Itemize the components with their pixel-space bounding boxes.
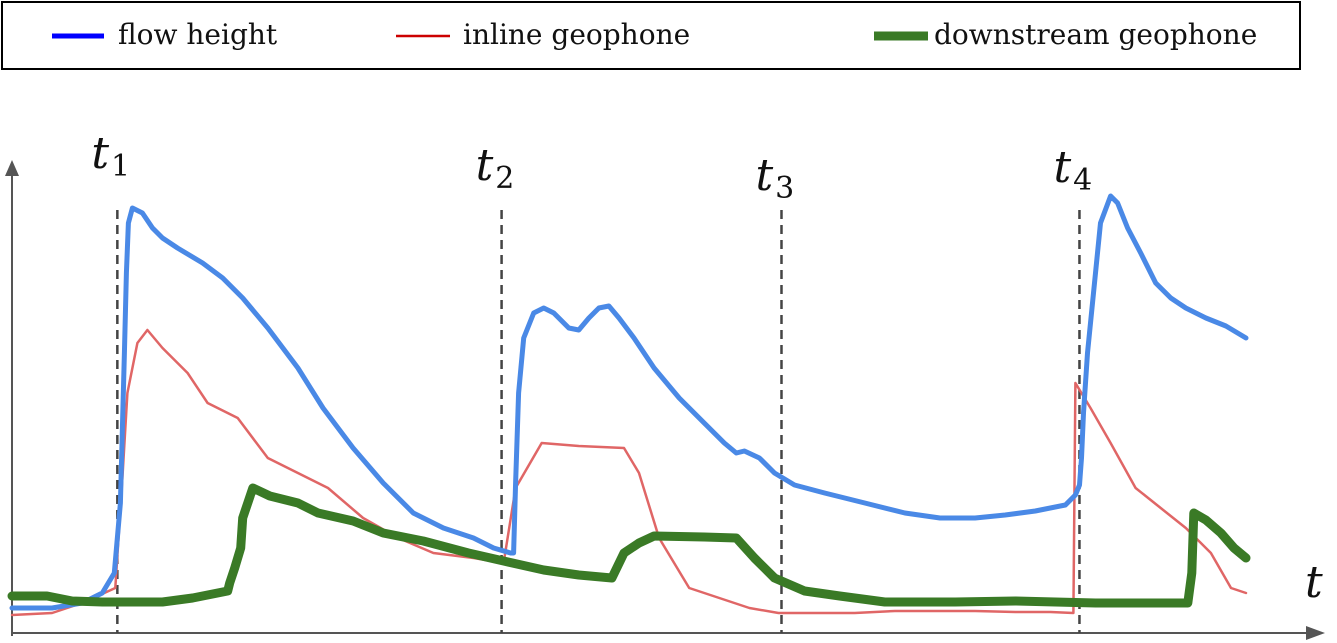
x-axis-arrow [1306,626,1325,640]
marker-label-t3: t3 [755,150,794,206]
y-axis-arrow [5,160,19,176]
marker-label-t1: t1 [91,128,130,184]
axes: t [5,160,1325,640]
series-layer [7,193,1251,617]
x-axis-label: t [1305,557,1323,608]
legend-label-flow-height: flow height [118,18,278,51]
series-inline-geophone [10,328,1248,617]
marker-label-t4: t4 [1053,142,1092,198]
legend-label-inline-geophone: inline geophone [463,18,690,51]
series-flow-height [9,193,1249,611]
series-downstream-geophone [7,483,1251,608]
legend-label-downstream-geophone: downstream geophone [934,18,1257,51]
marker-label-t2: t2 [476,140,515,196]
legend-frame [1,1,1301,70]
legend: flow height inline geophone downstream g… [1,1,1301,70]
